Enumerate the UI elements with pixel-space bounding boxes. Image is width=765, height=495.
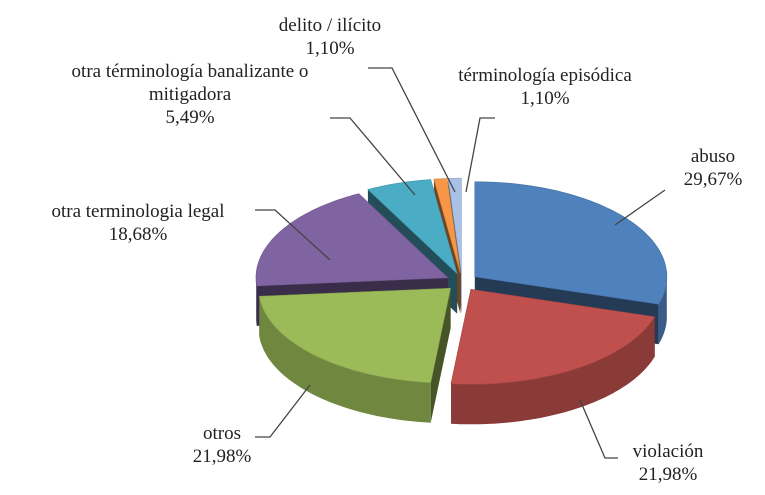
slice-side <box>658 276 667 345</box>
slice-label: delito / ilícito 1,10% <box>279 14 381 60</box>
slice-label: otra términología banalizante o mitigado… <box>40 60 340 129</box>
leader-line <box>465 117 495 193</box>
slice-side <box>256 277 257 326</box>
slice <box>258 287 451 423</box>
value-label: 29,67% <box>683 169 743 190</box>
category-label: otros <box>202 423 241 444</box>
value-label: 21,98% <box>192 446 252 467</box>
slice-label: otra terminologia legal 18,68% <box>51 200 224 246</box>
value-label: 5,49% <box>165 107 215 128</box>
value-label: 21,98% <box>638 464 698 485</box>
slice-side <box>451 316 655 425</box>
leader-line <box>368 67 456 193</box>
slice-side <box>259 296 431 423</box>
slice-top <box>450 288 656 385</box>
slice-top <box>433 178 461 274</box>
slice-top <box>367 179 458 275</box>
slice-top <box>258 287 451 384</box>
value-label: 1,10% <box>520 88 570 109</box>
category-label: términología episódica <box>458 65 632 86</box>
leader-lines <box>255 67 666 459</box>
leader-line <box>255 209 331 261</box>
slice <box>450 288 656 425</box>
slice-top <box>255 193 449 287</box>
category-label: abuso <box>690 146 736 167</box>
slice-top <box>474 181 668 305</box>
slice-label: términología episódica 1,10% <box>458 64 632 110</box>
category-label: violación <box>632 441 704 462</box>
slice-label: violación 21,98% <box>633 440 704 486</box>
category-label: otra términología banalizante o mitigado… <box>71 61 309 105</box>
slice-label: abuso 29,67% <box>684 145 743 191</box>
value-label: 18,68% <box>108 224 168 245</box>
leader-line <box>255 384 311 438</box>
category-label: delito / ilícito <box>278 15 382 36</box>
leader-line <box>614 189 666 226</box>
category-label: otra terminologia legal <box>51 201 225 222</box>
leader-line <box>330 117 416 196</box>
slices <box>255 177 668 425</box>
value-label: 1,10% <box>305 38 355 59</box>
leader-line <box>579 399 618 459</box>
slice-label: otros 21,98% <box>193 422 252 468</box>
